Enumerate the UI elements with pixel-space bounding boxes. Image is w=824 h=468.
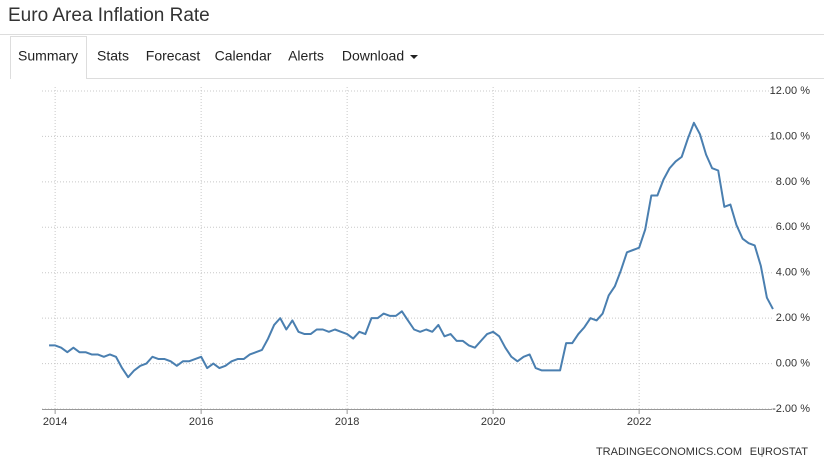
x-tick-label: 2016 — [189, 416, 213, 428]
source-label: TRADINGECONOMICS.COM — [596, 446, 742, 458]
y-tick-label: 2.00 % — [776, 312, 810, 324]
tab[interactable]: Download — [342, 48, 404, 64]
page-title: Euro Area Inflation Rate — [8, 5, 210, 26]
y-tick-label: 4.00 % — [776, 267, 810, 279]
x-tick-label: 2022 — [627, 416, 651, 428]
chart: -2.00 % 0.00 % 2.00 % 4.00 % 6.00 % 8.00 % 10.… — [42, 85, 810, 428]
x-tick-label: 2018 — [335, 416, 359, 428]
y-tick-label: 8.00 % — [776, 176, 810, 188]
tab[interactable]: Calendar — [215, 48, 272, 64]
dropdown-caret[interactable] — [410, 55, 418, 59]
y-tick-label: 6.00 % — [776, 221, 810, 233]
y-tick-label: 10.00 % — [770, 130, 811, 142]
x-tick-label: 2014 — [43, 416, 67, 428]
active-tab-border — [10, 36, 87, 79]
y-tick-label: -2.00 % — [772, 403, 810, 415]
x-tick-label: 2020 — [481, 416, 505, 428]
tab[interactable]: Summary — [18, 48, 78, 64]
tab[interactable]: Stats — [97, 48, 129, 64]
data-line — [49, 121, 774, 379]
y-tick-label: 12.00 % — [770, 85, 811, 97]
y-tick-label: 0.00 % — [776, 357, 810, 369]
tab[interactable]: Forecast — [146, 48, 201, 64]
source-label: EUROSTAT — [750, 446, 809, 458]
tab[interactable]: Alerts — [288, 48, 324, 64]
